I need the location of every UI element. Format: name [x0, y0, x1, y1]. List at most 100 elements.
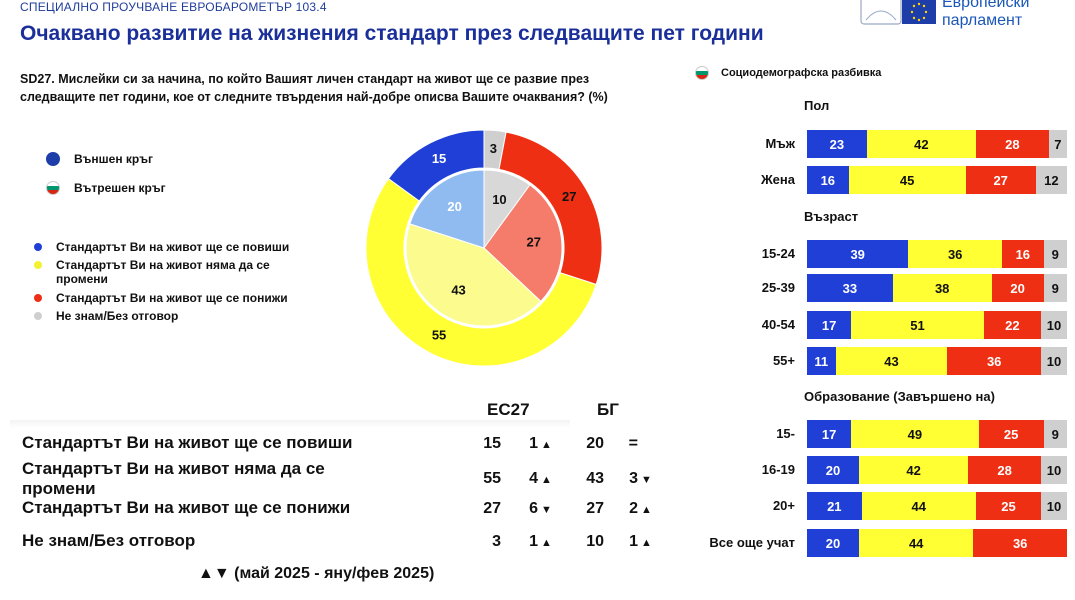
- breakdown-section-title: Пол: [804, 98, 830, 113]
- bar-segment: 17: [807, 420, 852, 448]
- bar-segment: 20: [807, 456, 859, 484]
- trend-up-icon: ▲: [541, 537, 552, 549]
- stacked-bar: 23 42 28 7: [807, 130, 1067, 158]
- outer-ring-slice: [387, 129, 485, 202]
- bar-segment: 42: [859, 456, 969, 484]
- bg-change: 2: [629, 500, 638, 517]
- legend-label: Стандартът Ви на живот ще се повиши: [56, 240, 290, 254]
- stacked-bar: 39 36 16 9: [807, 240, 1067, 268]
- outer-ring-value-label: 55: [432, 328, 446, 343]
- stacked-bar: 16 45 27 12: [807, 166, 1067, 194]
- bar-segment: 10: [1041, 456, 1067, 484]
- stacked-bar: 33 38 20 9: [807, 274, 1067, 302]
- eu-dot-icon: [46, 152, 60, 166]
- bar-segment: 25: [976, 492, 1041, 520]
- legend-label: Стандартът Ви на живот ще се понижи: [56, 291, 288, 305]
- breakdown-section-title: Образование (Завършено на): [804, 389, 995, 404]
- eu-change: 1: [529, 533, 538, 550]
- trend-up-icon: ▲: [541, 439, 552, 451]
- answer-legend: Стандартът Ви на живот ще се повиши Стан…: [34, 240, 334, 323]
- bar-segment: 28: [968, 456, 1041, 484]
- bar-segment: 38: [892, 274, 992, 302]
- trend-footnote: ▲▼ (май 2025 - яну/фев 2025): [198, 565, 435, 582]
- breakdown-row-label: 55+: [772, 353, 795, 368]
- inner-pie-slice: [409, 169, 485, 249]
- ep-logo: Европейски парламент: [860, 0, 1070, 40]
- inner-pie-slice: [483, 184, 563, 303]
- bar-segment: 36: [908, 240, 1002, 268]
- legend-label: Стандартът Ви на живот няма да се промен…: [56, 258, 270, 286]
- donut-chart: 3 27 55 15 10 27 43 20: [365, 129, 603, 367]
- legend-inner-label: Вътрешен кръг: [74, 181, 166, 195]
- bar-segment: 25: [978, 420, 1044, 448]
- eu-value: 27: [483, 500, 501, 517]
- bar-segment: 23: [807, 130, 867, 158]
- trend-up-icon: ▲: [541, 474, 552, 486]
- stacked-bar: 21 44 25 10: [807, 492, 1067, 520]
- table-divider: [10, 420, 570, 428]
- bar-segment: 10: [1041, 492, 1067, 520]
- bar-segment: 9: [1043, 240, 1067, 268]
- bar-segment: 43: [835, 347, 948, 375]
- legend-item: Стандартът Ви на живот няма да се промен…: [34, 258, 274, 286]
- bg-change: 1: [629, 533, 638, 550]
- outer-ring-value-label: 15: [432, 151, 446, 166]
- bar-segment: 33: [807, 274, 893, 302]
- eu-change: 6: [529, 500, 538, 517]
- inner-pie-value-label: 10: [492, 192, 506, 207]
- bg-flag-icon: [46, 181, 60, 195]
- bar-segment: 17: [807, 311, 852, 339]
- bar-segment: 9: [1043, 274, 1067, 302]
- legend-inner-ring: Вътрешен кръг: [46, 181, 166, 195]
- stacked-bar: 11 43 36 10: [807, 347, 1067, 375]
- bar-segment: 9: [1043, 420, 1067, 448]
- trend-up-icon: ▲: [641, 537, 652, 549]
- breakdown-row-label: 40-54: [761, 317, 795, 332]
- inner-pie-value-label: 27: [527, 235, 541, 250]
- bar-segment: 42: [866, 130, 976, 158]
- breakdown-row-label: 20+: [772, 498, 795, 513]
- parliament-icon: [860, 0, 936, 25]
- bg-value: 10: [586, 533, 604, 550]
- breakdown-row-label: Жена: [760, 172, 795, 187]
- bar-segment: 44: [859, 529, 974, 557]
- bar-segment: 22: [983, 311, 1041, 339]
- breakdown-row-label: 16-19: [761, 462, 795, 477]
- bar-segment: 16: [807, 166, 849, 194]
- bar-segment: 45: [848, 166, 966, 194]
- breakdown-row-label: 15-24: [761, 246, 795, 261]
- bar-segment: 36: [947, 347, 1041, 375]
- bg-value: 20: [586, 435, 604, 452]
- legend-item: Стандартът Ви на живот ще се понижи: [34, 291, 334, 305]
- breakdown-legend: Социодемографска разбивка: [695, 66, 881, 80]
- col-eu-header: ЕС27: [487, 400, 530, 419]
- outer-ring-value-label: 3: [490, 141, 497, 156]
- table-row-label: Стандартът Ви на живот ще се повиши: [22, 433, 353, 452]
- bar-segment: 20: [807, 529, 859, 557]
- eu-value: 3: [492, 533, 501, 550]
- bar-segment: 49: [851, 420, 979, 448]
- bg-value: 27: [586, 500, 604, 517]
- legend-outer-label: Външен кръг: [74, 152, 154, 166]
- bar-segment: 11: [807, 347, 836, 375]
- bg-value: 43: [586, 470, 604, 487]
- bar-segment: 27: [965, 166, 1036, 194]
- bar-segment: 10: [1041, 347, 1067, 375]
- eu-value: 55: [483, 470, 501, 487]
- logo-line-2: парламент: [942, 12, 1023, 29]
- bar-segment: 16: [1002, 240, 1044, 268]
- breakdown-section-title: Възраст: [804, 209, 859, 224]
- stacked-bar: 20 44 36: [807, 529, 1067, 557]
- question-text: SD27. Мислейки си за начина, по който Ва…: [20, 72, 608, 104]
- eu-change: 4: [529, 470, 538, 487]
- bar-segment: 39: [807, 240, 909, 268]
- survey-caption: СПЕЦИАЛНО ПРОУЧВАНЕ ЕВРОБАРОМЕТЪР 103.4: [20, 0, 327, 14]
- legend-dot-icon: [34, 261, 42, 269]
- eu-value: 15: [483, 435, 501, 452]
- legend-item: Стандартът Ви на живот ще се повиши: [34, 240, 334, 254]
- legend-outer-ring: Външен кръг: [46, 152, 153, 166]
- legend-label: Не знам/Без отговор: [56, 309, 179, 323]
- legend-dot-icon: [34, 312, 42, 320]
- bar-segment: 7: [1048, 130, 1067, 158]
- legend-dot-icon: [34, 243, 42, 251]
